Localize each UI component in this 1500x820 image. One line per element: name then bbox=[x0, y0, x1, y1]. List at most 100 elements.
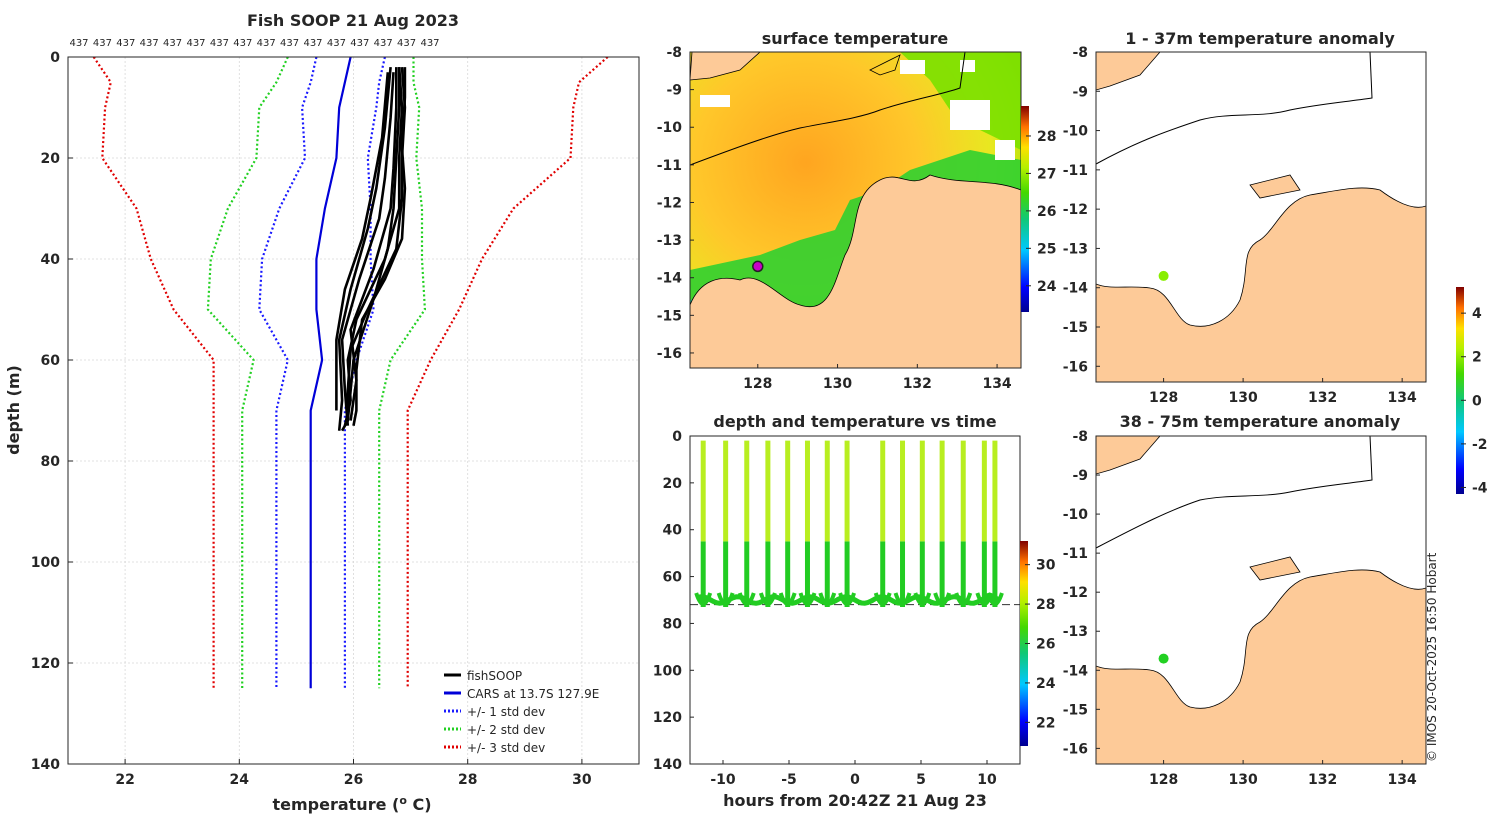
map-y-tick-label: -8 bbox=[1072, 45, 1088, 61]
map-y-tick-label: -16 bbox=[1063, 359, 1088, 375]
y-tick-label: 120 bbox=[31, 656, 60, 672]
sst-colorbar-ticks: 28 27 26 25 24 bbox=[1026, 129, 1057, 295]
map-y-tick-label: -10 bbox=[657, 120, 683, 136]
colorbar-tick-label: 27 bbox=[1037, 166, 1056, 182]
std2-upper-line bbox=[378, 57, 426, 689]
anomaly-deep-contour bbox=[1096, 436, 1373, 549]
count-label: 437 bbox=[280, 38, 299, 49]
legend-fish: fishSOOP bbox=[467, 669, 522, 683]
count-label: 437 bbox=[116, 38, 135, 49]
map-y-tick-label: -12 bbox=[1063, 585, 1088, 601]
profile-ylabel: depth (m) bbox=[4, 365, 23, 455]
count-label: 437 bbox=[140, 38, 159, 49]
dive-turn bbox=[838, 592, 856, 606]
dive-turn bbox=[758, 592, 777, 606]
sst-ship-marker bbox=[752, 260, 764, 273]
profile-ticks: 22 24 26 28 30 0 20 40 60 80 100 120 140 bbox=[31, 50, 592, 788]
colorbar-tick-label: 22 bbox=[1036, 715, 1055, 731]
fishsoop-profile bbox=[346, 67, 401, 421]
map-y-tick-label: -12 bbox=[1063, 202, 1088, 218]
count-label: 437 bbox=[186, 38, 205, 49]
map-y-tick-label: -15 bbox=[1063, 320, 1088, 336]
legend-cars: CARS at 13.7S 127.9E bbox=[467, 687, 599, 701]
y-tick-label: 100 bbox=[31, 555, 60, 571]
sst-islet bbox=[869, 54, 901, 76]
dive-turn bbox=[893, 592, 912, 606]
map-x-tick-label: 128 bbox=[1149, 772, 1178, 788]
map-x-tick-label: 132 bbox=[903, 376, 932, 392]
anomaly-shallow-island bbox=[1096, 52, 1161, 91]
count-label: 437 bbox=[327, 38, 346, 49]
map-x-tick-label: 134 bbox=[1388, 772, 1417, 788]
colorbar-tick-label: 24 bbox=[1036, 676, 1056, 692]
y-tick-label: 80 bbox=[41, 454, 61, 470]
fishsoop-profile bbox=[340, 72, 395, 426]
ts-y-tick-label: 40 bbox=[663, 523, 683, 539]
ts-x-tick-label: -5 bbox=[781, 772, 797, 788]
x-tick-label: 26 bbox=[344, 772, 363, 788]
map-y-tick-label: -11 bbox=[1063, 163, 1088, 179]
anomaly-shallow-islet bbox=[1249, 174, 1301, 199]
colorbar-tick-label: -4 bbox=[1472, 480, 1488, 496]
colorbar-tick-label: 4 bbox=[1472, 306, 1482, 322]
ts-x-tick-label: 5 bbox=[916, 772, 926, 788]
map-y-tick-label: -10 bbox=[1063, 507, 1089, 523]
colorbar-tick-label: 26 bbox=[1036, 637, 1055, 653]
x-tick-label: 30 bbox=[572, 772, 592, 788]
map-y-tick-label: -11 bbox=[1063, 546, 1088, 562]
timeseries-title: depth and temperature vs time bbox=[713, 412, 996, 431]
profile-title: Fish SOOP 21 Aug 2023 bbox=[247, 11, 459, 30]
count-label: 437 bbox=[374, 38, 393, 49]
map-y-tick-label: -15 bbox=[1063, 702, 1088, 718]
map-x-tick-label: 130 bbox=[1228, 772, 1257, 788]
count-label: 437 bbox=[350, 38, 369, 49]
ts-y-tick-label: 60 bbox=[663, 570, 683, 586]
anomaly-shallow-title: 1 - 37m temperature anomaly bbox=[1125, 29, 1395, 48]
legend-std1: +/- 1 std dev bbox=[467, 705, 545, 719]
count-label: 437 bbox=[93, 38, 112, 49]
profile-lines bbox=[92, 57, 609, 689]
fishsoop-profile bbox=[352, 67, 407, 426]
colorbar-tick-label: 25 bbox=[1037, 241, 1056, 257]
map-y-tick-label: -11 bbox=[657, 158, 682, 174]
ts-y-tick-label: 120 bbox=[653, 710, 682, 726]
map-y-tick-label: -14 bbox=[1063, 663, 1089, 679]
map-x-tick-label: 134 bbox=[1388, 390, 1417, 406]
dive-turn bbox=[954, 592, 973, 606]
map-y-tick-label: -10 bbox=[1063, 124, 1089, 140]
map-y-tick-label: -9 bbox=[1072, 468, 1088, 484]
x-tick-label: 24 bbox=[230, 772, 250, 788]
ts-x-tick-label: 10 bbox=[977, 772, 997, 788]
y-tick-label: 140 bbox=[31, 757, 60, 773]
map-y-tick-label: -8 bbox=[1072, 429, 1088, 445]
std1-lower-line bbox=[258, 57, 318, 689]
map-x-tick-label: 128 bbox=[743, 376, 772, 392]
count-labels: 437 437 437 437 437 437 437 437 437 437 437 437 437 4… bbox=[69, 38, 439, 49]
map-y-tick-label: -14 bbox=[657, 271, 683, 287]
ts-y-tick-label: 100 bbox=[653, 663, 682, 679]
colorbar-tick-label: 26 bbox=[1037, 204, 1056, 220]
dive-turn bbox=[933, 592, 952, 606]
y-tick-label: 60 bbox=[41, 353, 61, 369]
count-label: 437 bbox=[257, 38, 276, 49]
timeseries-colorbar bbox=[1020, 541, 1028, 746]
anomaly-deep-land bbox=[1096, 569, 1426, 764]
count-label: 437 bbox=[303, 38, 322, 49]
map-x-tick-label: 130 bbox=[823, 376, 852, 392]
profile-legend: fishSOOP CARS at 13.7S 127.9E +/- 1 std … bbox=[444, 669, 599, 755]
ts-y-tick-label: 140 bbox=[653, 757, 682, 773]
map-y-tick-label: -13 bbox=[657, 233, 682, 249]
anomaly-shallow-marker bbox=[1158, 270, 1169, 281]
colorbar-tick-label: 28 bbox=[1037, 129, 1056, 145]
colorbar-tick-label: 2 bbox=[1472, 350, 1482, 366]
anomaly-shallow-contour bbox=[1096, 52, 1373, 165]
sst-bathymetry-contour bbox=[690, 52, 966, 166]
y-tick-label: 20 bbox=[41, 151, 61, 167]
sst-ticks: 128 130 132 134 -8 -9 -10 -11 -12 -13 -14 -15 -16 bbox=[657, 45, 1012, 392]
count-label: 437 bbox=[420, 38, 439, 49]
anomaly-shallow-land bbox=[1096, 187, 1426, 382]
map-x-tick-label: 130 bbox=[1228, 390, 1257, 406]
dive-turn bbox=[913, 592, 932, 606]
